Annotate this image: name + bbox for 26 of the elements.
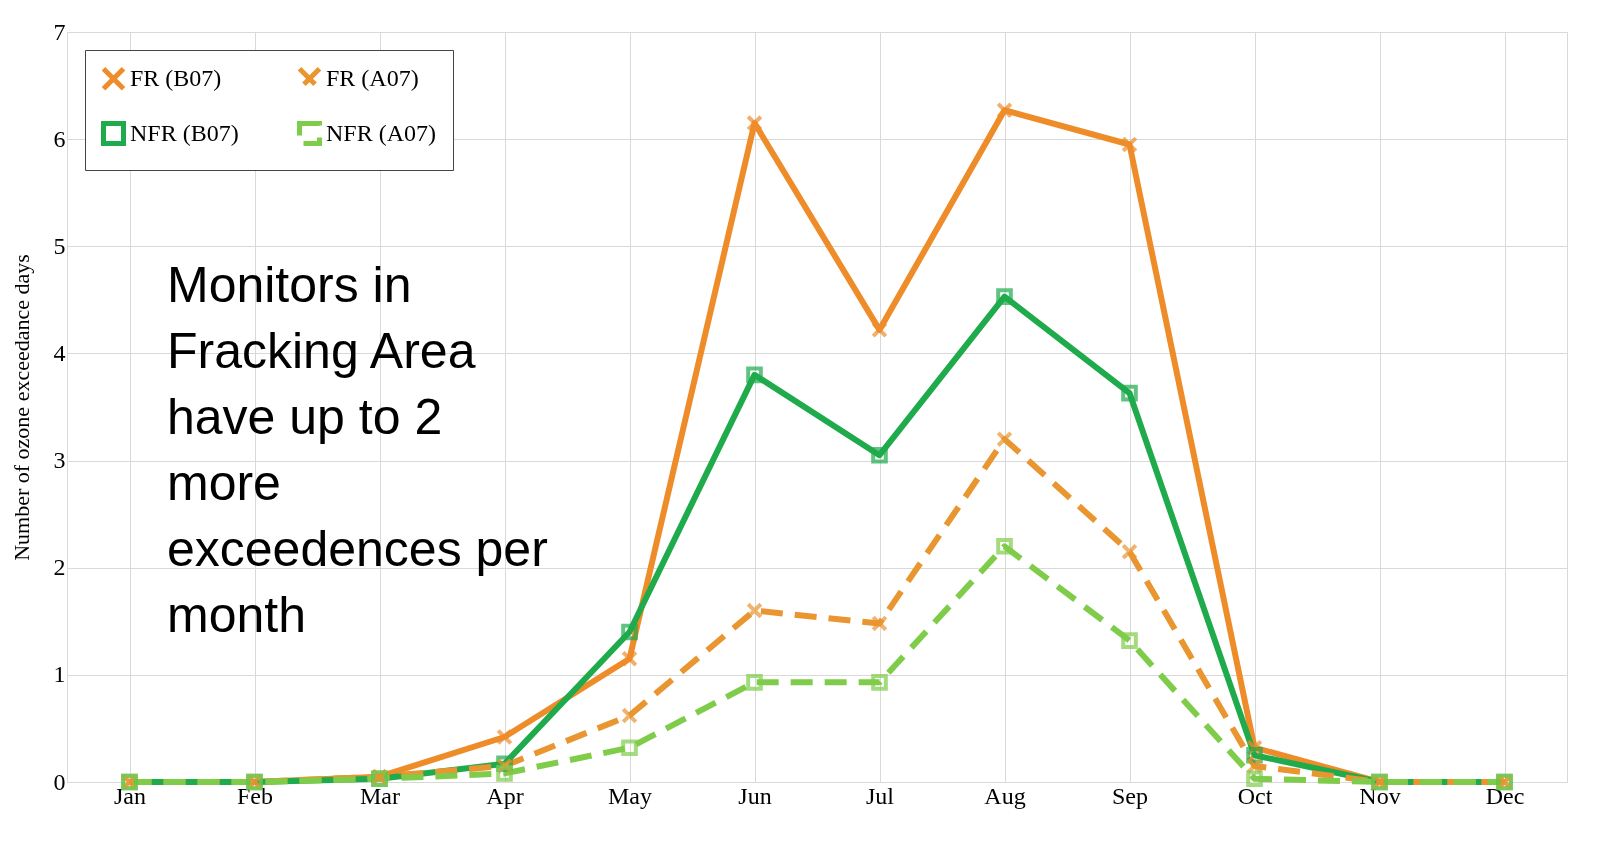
x-tick-label: Dec xyxy=(1485,782,1525,809)
legend-label: FR (A07) xyxy=(326,64,419,91)
x-tick-label: Oct xyxy=(1237,782,1273,809)
x-tick-label: Feb xyxy=(237,782,273,809)
y-tick-label: 1 xyxy=(53,661,66,688)
x-tick-label: Jul xyxy=(865,782,895,809)
y-tick-label: 4 xyxy=(53,339,66,366)
x-tick-label: Jun xyxy=(738,782,772,809)
x-tick-label: Jan xyxy=(114,782,146,809)
y-tick-label: 2 xyxy=(53,554,66,581)
x-tick-label: Sep xyxy=(1112,782,1148,809)
y-tick-label: 7 xyxy=(53,18,66,45)
annotation: Monitors in Fracking Area have up to 2 more exceedences per month xyxy=(167,257,548,643)
y-tick-label: 3 xyxy=(53,447,66,474)
y-axis-title: Number of ozone exceedance days xyxy=(8,254,34,561)
y-tick-label: 0 xyxy=(53,768,66,795)
y-tick-label: 6 xyxy=(53,125,66,152)
x-tick-label: Mar xyxy=(360,782,400,809)
legend-label: FR (B07) xyxy=(130,64,222,91)
x-tick-label: May xyxy=(608,782,652,809)
x-tick-label: Aug xyxy=(984,782,1026,809)
x-tick-label: Apr xyxy=(486,782,524,809)
y-tick-label: 5 xyxy=(53,232,66,259)
legend-label: NFR (B07) xyxy=(130,119,239,146)
x-tick-label: Nov xyxy=(1359,782,1401,809)
legend-label: NFR (A07) xyxy=(326,119,437,146)
